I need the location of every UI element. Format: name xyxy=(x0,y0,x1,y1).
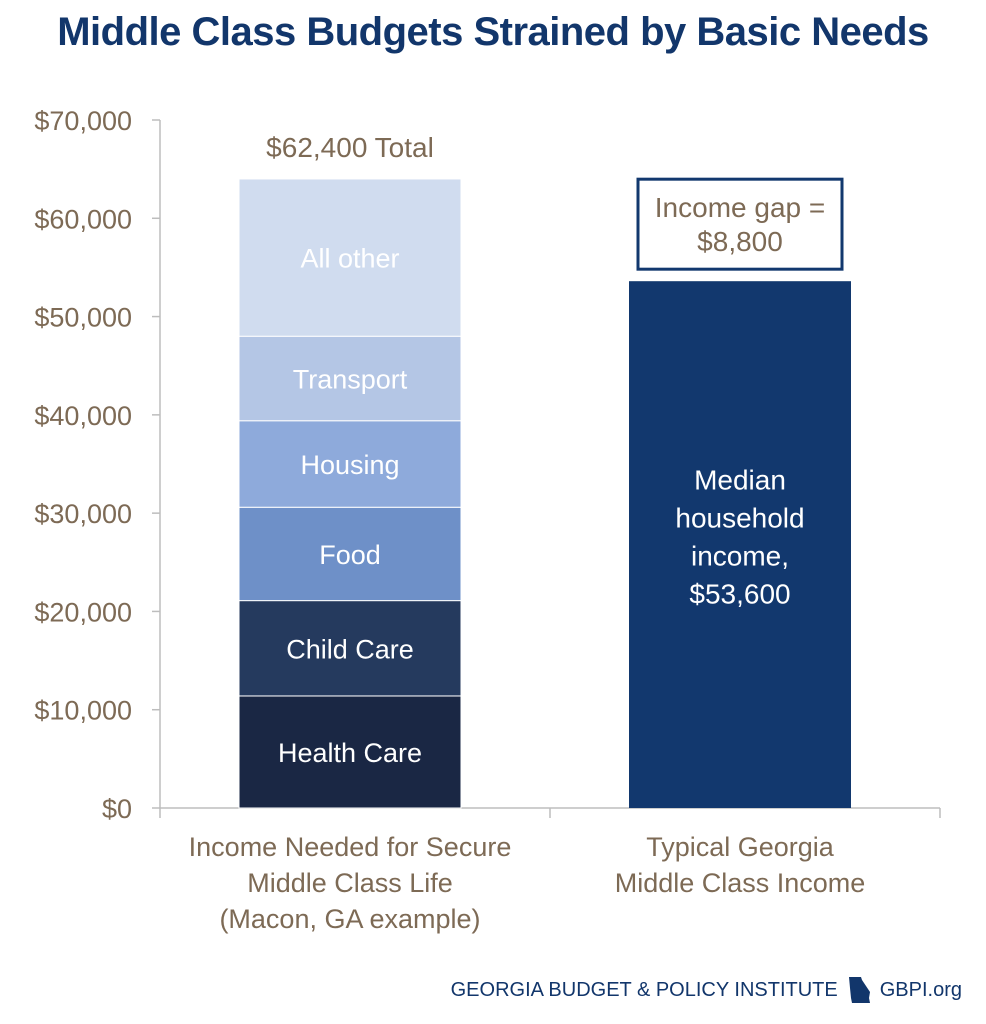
georgia-state-icon xyxy=(848,977,870,1003)
footer-org: GEORGIA BUDGET & POLICY INSTITUTE xyxy=(450,978,838,1001)
income-gap-label: Income gap = xyxy=(655,192,825,223)
y-tick-label: $10,000 xyxy=(34,696,132,726)
bar-segment xyxy=(238,506,462,602)
segment-label: Transport xyxy=(293,364,408,394)
segment-label: Food xyxy=(319,540,381,570)
category-label: Typical Georgia xyxy=(646,832,835,862)
y-tick-label: $40,000 xyxy=(34,401,132,431)
bar-value-label: $53,600 xyxy=(689,579,790,610)
y-tick-label: $0 xyxy=(102,794,132,824)
segment-label: All other xyxy=(300,244,399,274)
footer-site: GBPI.org xyxy=(879,978,962,1001)
y-tick-label: $20,000 xyxy=(34,597,132,627)
bar-segment xyxy=(238,695,462,809)
median-income-bar xyxy=(629,281,851,808)
bar-segment xyxy=(238,178,462,337)
segment-label: Health Care xyxy=(278,738,422,768)
bar-value-label: income, xyxy=(691,541,789,572)
y-tick-label: $50,000 xyxy=(34,303,132,333)
segment-label: Child Care xyxy=(286,634,414,664)
bar-value-label: household xyxy=(675,503,804,534)
chart-title: Middle Class Budgets Strained by Basic N… xyxy=(57,10,929,54)
category-label: Income Needed for Secure xyxy=(189,832,512,862)
income-gap-label: $8,800 xyxy=(697,226,783,257)
bar-value-label: Median xyxy=(694,465,786,496)
footer: GEORGIA BUDGET & POLICY INSTITUTE GBPI.o… xyxy=(451,976,962,1004)
y-tick-label: $30,000 xyxy=(34,499,132,529)
bar-segment xyxy=(238,600,462,697)
y-tick-label: $70,000 xyxy=(34,106,132,136)
category-label: Middle Class Income xyxy=(615,868,866,898)
bar-segment xyxy=(238,420,462,508)
y-tick-label: $60,000 xyxy=(34,204,132,234)
bar-segment xyxy=(238,335,462,422)
category-label: Middle Class Life xyxy=(247,868,453,898)
category-label: (Macon, GA example) xyxy=(219,904,480,934)
income-gap-callout xyxy=(636,177,844,271)
segment-label: Housing xyxy=(300,450,399,480)
total-label: $62,400 Total xyxy=(266,132,434,163)
